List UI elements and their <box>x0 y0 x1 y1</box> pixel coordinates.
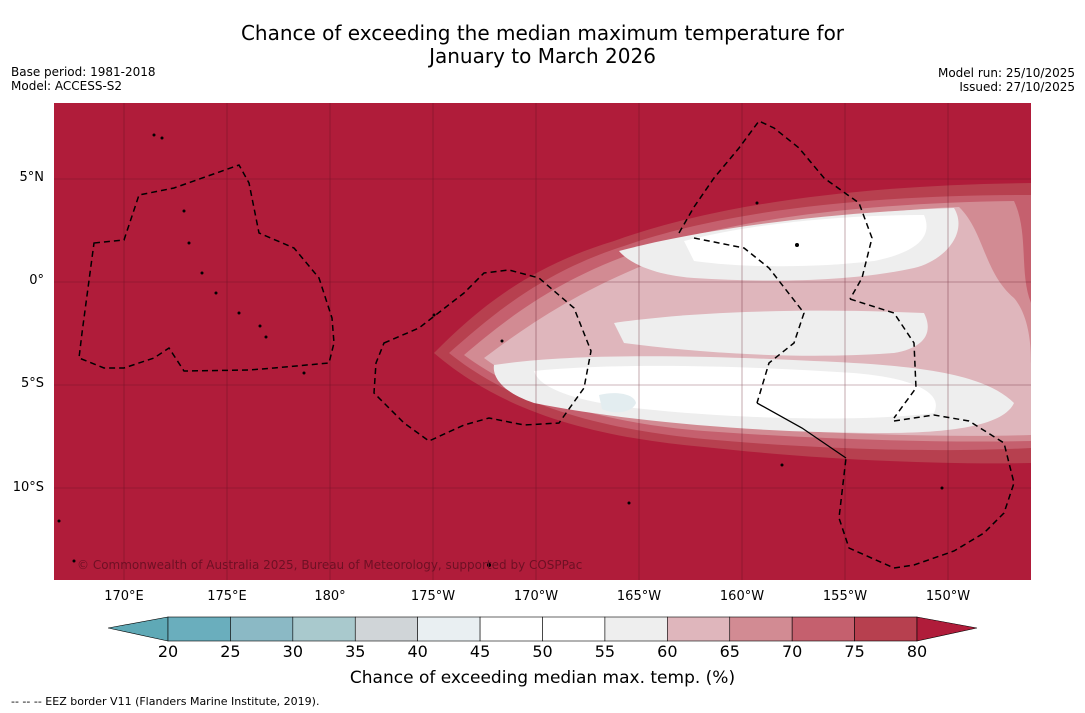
lat-label-0: 0° <box>29 273 44 288</box>
lon-label-160w: 160°W <box>719 589 765 604</box>
lon-label-170e: 170°E <box>104 589 144 604</box>
colorbar-tick-label: 55 <box>594 642 616 661</box>
boundary-segment <box>756 402 847 459</box>
band-50-north <box>684 215 927 267</box>
colorbar-segment <box>167 616 231 642</box>
lat-label-10s: 10°S <box>12 480 44 495</box>
lon-label-170w: 170°W <box>513 589 559 604</box>
eez-line-islands-north <box>678 120 873 300</box>
lon-label-175e: 175°E <box>207 589 247 604</box>
title-line-1: Chance of exceeding the median maximum t… <box>240 21 845 45</box>
probability-contours <box>434 183 1031 464</box>
colorbar <box>108 616 978 642</box>
eez-borders <box>78 120 1015 569</box>
colorbar-segment <box>854 616 918 642</box>
band-55-mid <box>614 310 928 356</box>
boundary-lines <box>756 402 847 459</box>
eez-footnote: -- -- -- EEZ border V11 (Flanders Marine… <box>11 695 320 708</box>
band-40 <box>599 393 636 413</box>
copyright-notice: © Commonwealth of Australia 2025, Bureau… <box>77 558 583 572</box>
colorbar-tick-label: 35 <box>345 642 366 661</box>
colorbar-segment <box>354 616 418 642</box>
colorbar-tick-label: 80 <box>906 642 928 661</box>
colorbar-label: Chance of exceeding median max. temp. (%… <box>349 668 736 688</box>
colorbar-tick-label: 45 <box>469 642 491 661</box>
eez-phoenix <box>373 269 592 442</box>
model-run-date: Model run: 25/10/2025 <box>937 66 1075 80</box>
colorbar-tick-label: 65 <box>719 642 740 661</box>
title-line-2: January to March 2026 <box>429 44 656 68</box>
colorbar-segment <box>667 616 731 642</box>
colorbar-tick-label: 25 <box>220 642 241 661</box>
graticule <box>54 103 1031 580</box>
model-info: Base period: 1981-2018 Model: ACCESS-S2 <box>11 65 156 93</box>
map-title: Chance of exceeding the median maximum t… <box>0 22 1085 68</box>
run-info: Model run: 25/10/2025 Issued: 27/10/2025 <box>938 66 1075 94</box>
colorbar-under-arrow <box>108 616 169 642</box>
issued-date: Issued: 27/10/2025 <box>959 80 1075 94</box>
colorbar-segment <box>729 616 793 642</box>
colorbar-over-arrow <box>916 616 978 642</box>
forecast-map: © Commonwealth of Australia 2025, Bureau… <box>54 103 1031 580</box>
eez-line-islands-south <box>849 298 917 419</box>
colorbar-segment <box>417 616 481 642</box>
colorbar-tick-label: 75 <box>844 642 865 661</box>
eez-line-islands-mid <box>693 237 805 404</box>
colorbar-segment <box>292 616 356 642</box>
lat-label-5n: 5°N <box>19 170 45 185</box>
colorbar-segment <box>230 616 294 642</box>
colorbar-tick-label: 50 <box>532 642 553 661</box>
colorbar-segment <box>542 616 606 642</box>
eez-cook <box>838 414 1015 569</box>
eez-tuvalu <box>78 164 335 372</box>
colorbar-tick-label: 30 <box>282 642 303 661</box>
lon-label-175w: 175°W <box>410 589 456 604</box>
lon-label-150w: 150°W <box>925 589 971 604</box>
model-name: Model: ACCESS-S2 <box>11 79 123 93</box>
lon-label-165w: 165°W <box>616 589 662 604</box>
base-period: Base period: 1981-2018 <box>11 65 156 79</box>
colorbar-segment <box>479 616 543 642</box>
colorbar-tick-label: 70 <box>781 642 803 661</box>
colorbar-segments <box>167 616 918 642</box>
colorbar-tick-label: 40 <box>407 642 428 661</box>
lon-label-155w: 155°W <box>822 589 868 604</box>
map-graphic <box>54 103 1031 580</box>
colorbar-tick-label: 20 <box>157 642 179 661</box>
lat-label-5s: 5°S <box>20 376 44 391</box>
colorbar-segment <box>791 616 855 642</box>
lon-label-180: 180° <box>314 589 346 604</box>
islands <box>57 133 944 567</box>
colorbar-segment <box>604 616 668 642</box>
colorbar-tick-label: 60 <box>657 642 678 661</box>
